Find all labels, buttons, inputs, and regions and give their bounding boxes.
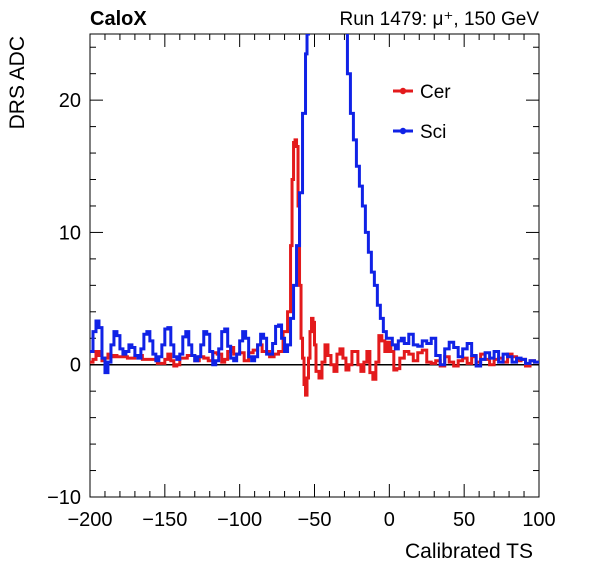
y-tick-label: 20 <box>59 90 81 112</box>
x-tick-label: 100 <box>522 509 555 531</box>
x-tick-label: −200 <box>67 509 112 531</box>
x-tick-label: 0 <box>384 509 395 531</box>
x-tick-label: −100 <box>217 509 262 531</box>
legend: Cer Sci <box>393 82 451 143</box>
legend-label-cer: Cer <box>420 82 451 103</box>
x-axis-ticks: −200 −150 −100 −50 0 50 100 <box>67 34 556 531</box>
y-axis-ticks: −10 0 10 20 <box>47 46 539 509</box>
series-layer <box>90 34 539 397</box>
series-line-sci <box>90 34 539 375</box>
legend-label-sci: Sci <box>420 122 446 143</box>
y-tick-label: −10 <box>47 487 81 509</box>
y-tick-label: 10 <box>59 222 81 244</box>
experiment-label: CaloX <box>90 8 147 30</box>
legend-marker-cer <box>399 87 407 95</box>
legend-item-cer: Cer <box>393 82 451 103</box>
x-tick-label: −50 <box>298 509 332 531</box>
legend-marker-sci <box>399 127 407 135</box>
x-tick-label: −150 <box>142 509 187 531</box>
y-tick-label: 0 <box>70 355 81 377</box>
x-axis-title: Calibrated TS <box>405 540 533 563</box>
y-axis-title: DRS ADC <box>6 36 29 129</box>
run-info-label: Run 1479: μ⁺, 150 GeV <box>340 9 540 30</box>
plot-frame <box>89 33 540 498</box>
legend-item-sci: Sci <box>393 122 446 143</box>
x-tick-label: 50 <box>453 509 475 531</box>
